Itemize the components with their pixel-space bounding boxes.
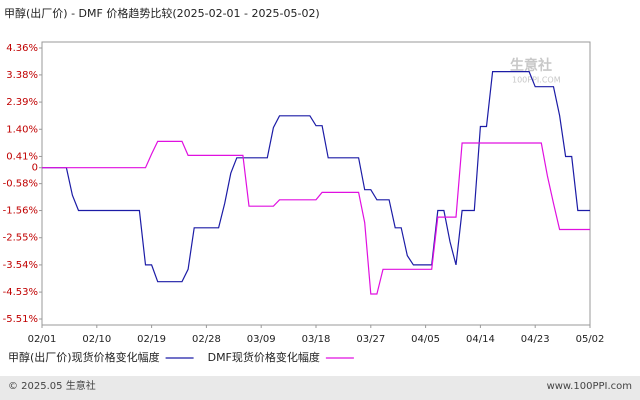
y-tick-label: 2.39% (6, 97, 38, 108)
watermark-url: 100PPI.COM (512, 76, 561, 85)
y-tick-label: 0.41% (6, 151, 38, 162)
legend-label: DMF现货价格变化幅度 (208, 350, 320, 364)
x-tick-label: 05/02 (576, 334, 605, 345)
y-tick-label: -3.54% (3, 260, 38, 271)
x-tick-label: 04/14 (466, 334, 495, 345)
x-tick-label: 04/05 (411, 334, 440, 345)
y-tick-label: 1.40% (6, 124, 38, 135)
footer-bar (0, 376, 640, 400)
y-tick-label: 4.36% (6, 43, 38, 54)
y-tick-label: -1.56% (3, 206, 38, 217)
x-tick-label: 02/10 (82, 334, 111, 345)
chart-title: 甲醇(出厂价) - DMF 价格趋势比较(2025-02-01 - 2025-0… (4, 6, 320, 20)
y-tick-label: -0.58% (3, 179, 38, 190)
y-tick-label: 3.38% (6, 70, 38, 81)
footer-right: www.100PPI.com (547, 381, 632, 392)
x-tick-label: 04/23 (521, 334, 550, 345)
y-tick-label: 0 (32, 163, 38, 174)
y-tick-label: -2.55% (3, 233, 38, 244)
y-tick-label: -5.51% (3, 314, 38, 325)
series-line (42, 140, 590, 295)
series-line (42, 71, 590, 283)
x-tick-label: 02/28 (192, 334, 221, 345)
legend-label: 甲醇(出厂价)现货价格变化幅度 (8, 350, 160, 364)
watermark: 生意社 (510, 57, 552, 74)
x-tick-label: 02/01 (28, 334, 57, 345)
y-tick-label: -4.53% (3, 287, 38, 298)
x-tick-label: 03/09 (247, 334, 276, 345)
footer-left: © 2025.05 生意社 (8, 379, 96, 392)
x-tick-label: 03/27 (356, 334, 385, 345)
x-tick-label: 02/19 (137, 334, 166, 345)
x-tick-label: 03/18 (302, 334, 331, 345)
